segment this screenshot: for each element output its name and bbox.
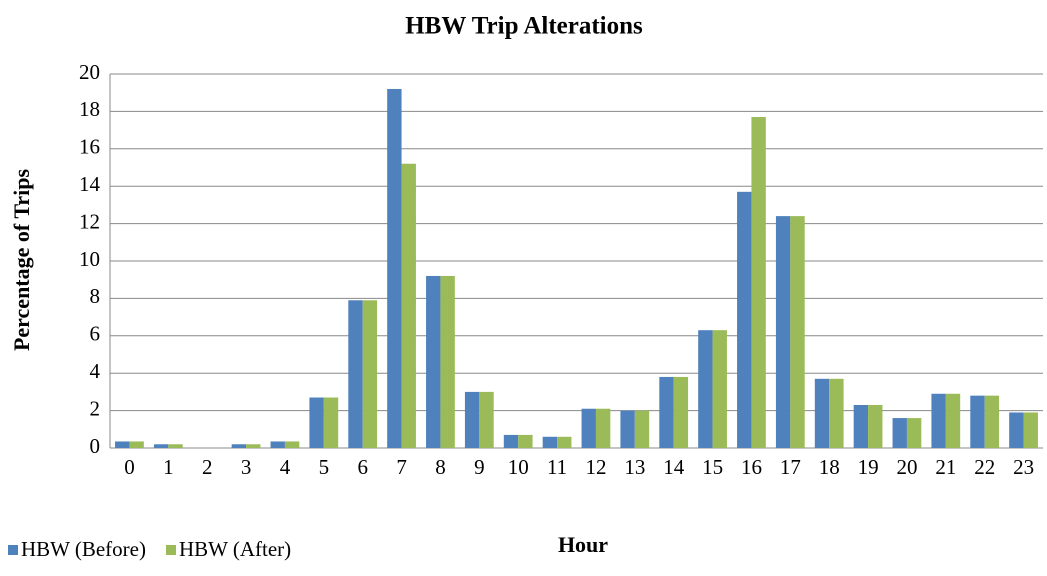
bar [479, 391, 494, 448]
x-tick-label: 6 [357, 455, 368, 479]
x-tick-label: 10 [508, 455, 529, 479]
x-tick-label: 17 [780, 455, 801, 479]
y-tick-label: 6 [90, 322, 101, 346]
x-tick-label: 1 [163, 455, 174, 479]
x-tick-label: 7 [396, 455, 407, 479]
bar [440, 275, 455, 448]
bar [153, 444, 169, 448]
bar [387, 88, 402, 449]
bar [323, 397, 339, 448]
bar [270, 441, 285, 448]
x-tick-label: 22 [974, 455, 995, 479]
x-tick-label: 18 [819, 455, 840, 479]
x-tick-label: 2 [202, 455, 213, 479]
bar [892, 418, 907, 448]
bar [673, 376, 689, 448]
bar [868, 404, 883, 448]
bar [931, 393, 946, 448]
bar [814, 378, 830, 448]
bar [231, 444, 247, 448]
x-tick-label: 16 [741, 455, 762, 479]
legend-swatch [8, 545, 18, 555]
x-tick-label: 8 [435, 455, 446, 479]
x-tick-label: 3 [241, 455, 252, 479]
chart-title: HBW Trip Alterations [405, 13, 643, 40]
x-tick-label: 15 [702, 455, 723, 479]
bar [426, 275, 441, 448]
bar [984, 395, 1000, 448]
bar [348, 300, 363, 448]
bar [829, 378, 844, 448]
bar [309, 397, 324, 448]
x-tick-label: 13 [624, 455, 645, 479]
x-tick-label: 19 [858, 455, 879, 479]
y-tick-label: 18 [79, 97, 100, 121]
bar [906, 418, 922, 448]
bar [129, 441, 144, 448]
bar [362, 300, 378, 448]
y-tick-label: 2 [90, 396, 101, 420]
bar [1009, 412, 1024, 448]
bar [620, 410, 635, 448]
y-tick-label: 4 [90, 359, 101, 383]
bar [737, 191, 752, 448]
x-tick-label: 23 [1013, 455, 1034, 479]
y-tick-label: 16 [79, 135, 100, 159]
bar [775, 216, 791, 448]
bar [790, 216, 805, 448]
x-tick-label: 4 [280, 455, 291, 479]
bar [168, 444, 183, 448]
bar [503, 434, 519, 448]
legend-label: HBW (Before) [21, 537, 146, 561]
bar [659, 376, 674, 448]
x-tick-label: 12 [585, 455, 606, 479]
legend-swatch [166, 545, 176, 555]
bar [751, 117, 766, 448]
bar [542, 436, 558, 448]
y-axis-label: Percentage of Trips [9, 169, 34, 352]
bar [246, 444, 261, 448]
x-tick-label: 20 [896, 455, 917, 479]
y-tick-label: 0 [90, 434, 101, 458]
x-tick-label: 21 [935, 455, 956, 479]
x-axis-label: Hour [558, 532, 608, 557]
bar [945, 393, 961, 448]
x-tick-label: 5 [319, 455, 330, 479]
x-tick-label: 14 [663, 455, 685, 479]
bar [557, 436, 572, 448]
bar [634, 410, 650, 448]
y-tick-label: 20 [79, 60, 100, 84]
bar [581, 408, 596, 448]
bar [284, 441, 300, 448]
y-tick-label: 12 [79, 209, 100, 233]
bar [518, 434, 533, 448]
bar [1023, 412, 1038, 448]
bar [401, 163, 416, 448]
bar [712, 330, 727, 448]
y-tick-label: 14 [79, 172, 101, 196]
bar [698, 330, 713, 448]
x-tick-label: 11 [547, 455, 567, 479]
bar [970, 395, 985, 448]
legend-label: HBW (After) [179, 537, 291, 561]
bar [853, 404, 869, 448]
bar [595, 408, 611, 448]
x-tick-label: 9 [474, 455, 485, 479]
y-tick-label: 10 [79, 247, 100, 271]
bar [464, 391, 480, 448]
bar [115, 441, 130, 448]
x-tick-label: 0 [124, 455, 135, 479]
y-tick-label: 8 [90, 284, 101, 308]
